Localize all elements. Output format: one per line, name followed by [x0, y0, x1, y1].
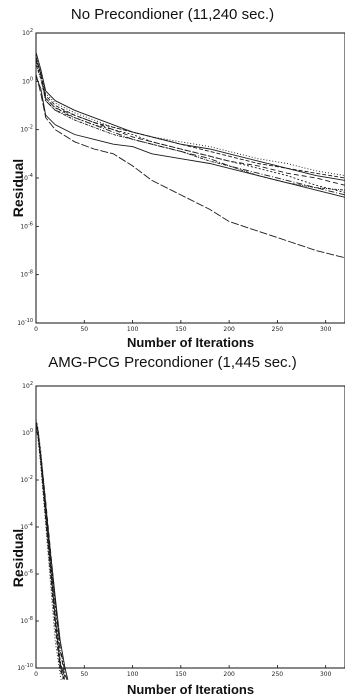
x-tick-label: 200 [223, 326, 235, 333]
series-line [35, 64, 345, 191]
y-tick-label: 10-4 [20, 522, 33, 531]
x-axis-label: Number of Iterations [126, 682, 255, 697]
series-line [35, 59, 345, 196]
y-tick-label: 10-10 [17, 318, 33, 327]
y-tick-label: 10-6 [20, 221, 33, 230]
y-tick-label: 10-8 [20, 616, 33, 625]
plot-frame [35, 32, 345, 324]
y-tick-label: 100 [22, 428, 33, 437]
series-line [35, 423, 69, 680]
series-line [35, 423, 68, 680]
series-line [35, 428, 62, 680]
series-line [35, 76, 345, 198]
y-tick-label: 10-10 [17, 663, 33, 672]
x-axis-label: Number of Iterations [126, 335, 255, 350]
series-line [35, 61, 345, 193]
y-tick-label: 102 [22, 381, 33, 390]
y-tick-label: 10-8 [20, 270, 33, 279]
series-line [35, 425, 65, 680]
chart-title: No Precondioner (11,240 sec.) [70, 6, 275, 23]
x-tick-label: 100 [127, 326, 139, 333]
x-tick-label: 50 [80, 671, 88, 678]
plot-frame [35, 385, 345, 669]
chart-plot: 0 50 100 150 200 250 300 10-10 10-8 10-6 10-4 10-2 1… [17, 381, 345, 681]
x-tick-label: 150 [175, 671, 187, 678]
series-line [35, 57, 345, 186]
y-tick-label: 102 [22, 28, 33, 37]
y-tick-label: 10-2 [20, 475, 33, 484]
x-tick-label: 100 [127, 671, 139, 678]
x-tick-label: 150 [175, 326, 187, 333]
series-line [35, 54, 345, 177]
series-line [35, 52, 345, 181]
chart-title: AMG-PCG Precondioner (1,445 sec.) [48, 354, 297, 371]
x-tick-label: 300 [320, 671, 332, 678]
y-tick-label: 10-6 [20, 569, 33, 578]
chart-panel-no-preconditioner: No Precondioner (11,240 sec.) Residual 0… [10, 6, 345, 350]
y-tick-label: 10-2 [20, 125, 33, 134]
series-line [35, 73, 345, 259]
chart-panel-amg-pcg: AMG-PCG Precondioner (1,445 sec.) Residu… [0, 350, 345, 699]
x-tick-label: 300 [320, 326, 332, 333]
x-tick-label: 250 [272, 671, 284, 678]
chart-plot: 0 50 100 150 200 250 300 10-10 10-8 10-6 10-4 10-2 1… [17, 28, 345, 333]
x-tick-label: 200 [223, 671, 235, 678]
x-tick-label: 250 [272, 326, 284, 333]
x-tick-label: 50 [80, 326, 88, 333]
x-tick-label: 0 [34, 326, 38, 333]
x-tick-label: 0 [34, 671, 38, 678]
y-tick-label: 10-4 [20, 173, 33, 182]
y-tick-label: 100 [22, 76, 33, 85]
